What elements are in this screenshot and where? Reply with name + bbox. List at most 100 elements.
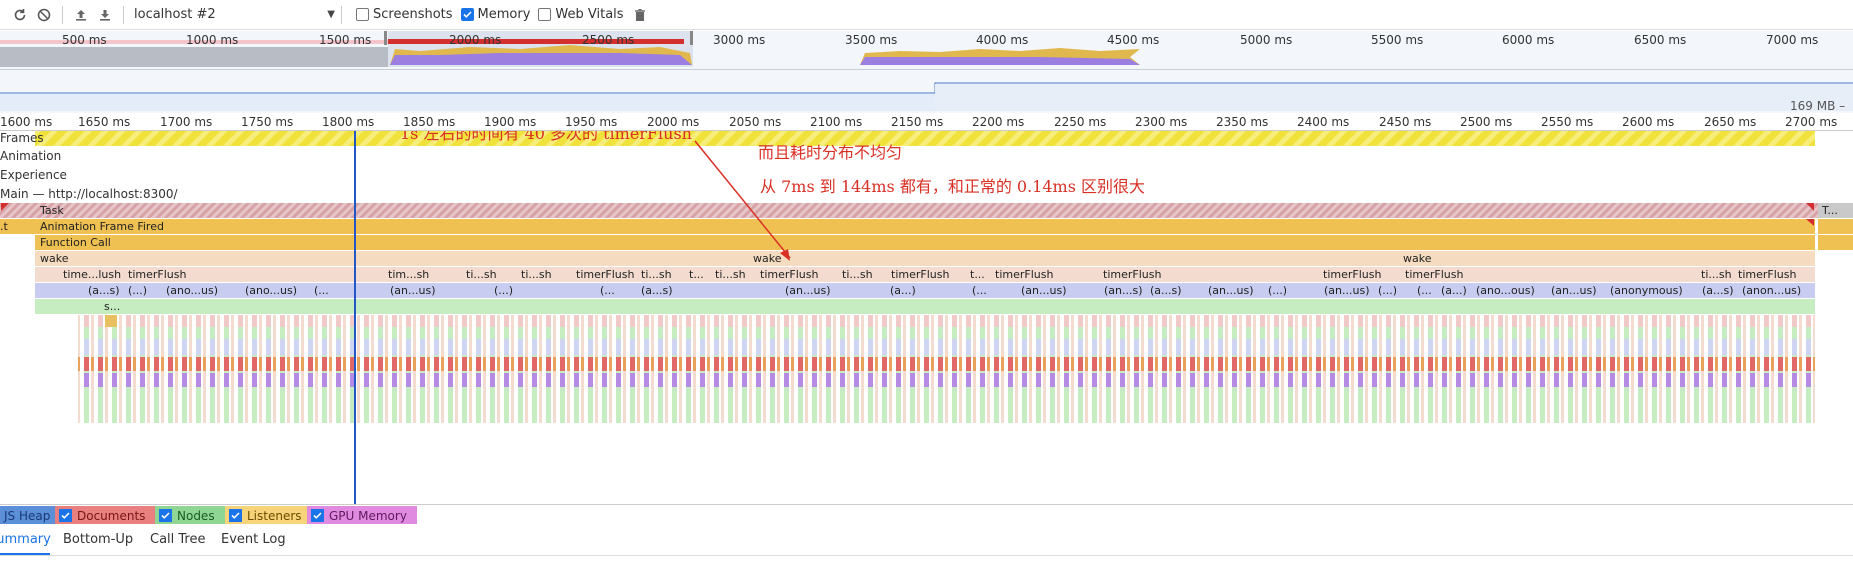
timer-flush-label[interactable]: timerFlush bbox=[760, 268, 819, 281]
experience-track-label[interactable]: Experience bbox=[0, 168, 67, 182]
call-label[interactable]: (an...us) bbox=[1208, 284, 1254, 297]
call-label[interactable]: (a...s) bbox=[1150, 284, 1182, 297]
call-label[interactable]: (a...) bbox=[890, 284, 916, 297]
call-label[interactable]: (... bbox=[314, 284, 329, 297]
download-profile-icon[interactable] bbox=[93, 3, 117, 27]
dropdown-arrow-icon: ▼ bbox=[327, 9, 335, 20]
time-ruler[interactable]: 1600 ms 1650 ms 1700 ms 1750 ms 1800 ms … bbox=[0, 113, 1853, 131]
garbage-collect-icon[interactable] bbox=[628, 3, 652, 27]
web-vitals-checkbox[interactable]: Web Vitals bbox=[538, 7, 624, 22]
tab-event-log[interactable]: Event Log bbox=[221, 532, 286, 547]
call-label[interactable]: (an...s) bbox=[1104, 284, 1143, 297]
call-label[interactable]: (a...s) bbox=[641, 284, 673, 297]
function-call-label[interactable]: Function Call bbox=[40, 236, 111, 249]
timer-flush-label[interactable]: timerFlush bbox=[576, 268, 635, 281]
checkbox-box[interactable] bbox=[59, 509, 72, 522]
checkbox-box[interactable] bbox=[159, 509, 172, 522]
timer-flush-label[interactable]: timerFlush bbox=[1323, 268, 1382, 281]
call-label[interactable]: (...) bbox=[1378, 284, 1398, 297]
checkbox-box[interactable] bbox=[311, 509, 324, 522]
checkbox-box[interactable] bbox=[356, 8, 369, 21]
ruler-tick: 2000 ms bbox=[647, 115, 700, 129]
call-label[interactable]: (a...) bbox=[1441, 284, 1467, 297]
tab-summary[interactable]: Summary bbox=[0, 532, 51, 547]
wake-label[interactable]: wake bbox=[753, 252, 782, 265]
timer-flush-label[interactable]: timerFlush bbox=[1405, 268, 1464, 281]
call-label[interactable]: (an...us) bbox=[390, 284, 436, 297]
toolbar-divider bbox=[123, 5, 124, 24]
timer-flush-label[interactable]: ti...sh bbox=[466, 268, 497, 281]
call-label[interactable]: (... bbox=[600, 284, 615, 297]
ruler-tick: 1950 ms bbox=[565, 115, 618, 129]
call-label[interactable]: (...) bbox=[1268, 284, 1288, 297]
clear-icon[interactable] bbox=[32, 3, 56, 27]
call-label[interactable]: (an...us) bbox=[1551, 284, 1597, 297]
main-track-label[interactable]: Main — http://localhost:8300/ bbox=[0, 187, 178, 201]
timer-flush-label[interactable]: timerFlush bbox=[1103, 268, 1162, 281]
animation-frame-label[interactable]: Animation Frame Fired bbox=[40, 220, 164, 233]
timer-flush-label[interactable]: timerFlush bbox=[1738, 268, 1797, 281]
wake-label[interactable]: wake bbox=[40, 252, 69, 265]
ruler-tick: 2200 ms bbox=[972, 115, 1025, 129]
task-event-label[interactable]: Task bbox=[40, 204, 64, 217]
timer-flush-label[interactable]: ti...sh bbox=[715, 268, 746, 281]
timer-flush-label[interactable]: timerFlush bbox=[128, 268, 187, 281]
timer-flush-label[interactable]: ti...sh bbox=[842, 268, 873, 281]
profile-select[interactable]: localhost #2 ▼ bbox=[130, 4, 335, 26]
call-label[interactable]: (...) bbox=[494, 284, 514, 297]
legend-listeners[interactable]: Listeners bbox=[225, 506, 310, 525]
timer-flush-label[interactable]: ti...sh bbox=[1701, 268, 1732, 281]
memory-counters-legend: JS Heap Documents Nodes Listeners GPU Me… bbox=[0, 504, 1853, 525]
call-label[interactable]: (an...us) bbox=[785, 284, 831, 297]
animation-frame-label[interactable]: .t bbox=[0, 220, 8, 233]
flame-chart[interactable]: Frames Animation Experience Main — http:… bbox=[0, 131, 1853, 504]
legend-js-heap[interactable]: JS Heap bbox=[0, 506, 55, 525]
timer-flush-label[interactable]: tim...sh bbox=[388, 268, 430, 281]
timer-flush-label[interactable]: ti...sh bbox=[641, 268, 672, 281]
timeline-overview[interactable]: 500 ms 1000 ms 1500 ms 2000 ms 2500 ms 3… bbox=[0, 31, 1853, 127]
timer-flush-label[interactable]: t... bbox=[970, 268, 985, 281]
screenshots-checkbox[interactable]: Screenshots bbox=[356, 7, 453, 22]
call-label[interactable]: (ano...us) bbox=[166, 284, 219, 297]
checkbox-box[interactable] bbox=[460, 8, 474, 21]
call-label[interactable]: (a...s) bbox=[88, 284, 120, 297]
timer-flush-label[interactable]: timerFlush bbox=[891, 268, 950, 281]
call-label[interactable]: (an...us) bbox=[1324, 284, 1370, 297]
call-label[interactable]: s... bbox=[104, 300, 121, 313]
memory-checkbox[interactable]: Memory bbox=[460, 7, 530, 22]
timer-flush-label[interactable]: timerFlush bbox=[995, 268, 1054, 281]
ruler-tick: 1700 ms bbox=[160, 115, 213, 129]
timer-flush-label[interactable]: t... bbox=[689, 268, 704, 281]
overview-tick: 1000 ms bbox=[186, 33, 239, 47]
checkbox-box[interactable] bbox=[538, 8, 552, 21]
overview-tick: 6500 ms bbox=[1634, 33, 1687, 47]
animation-track-label[interactable]: Animation bbox=[0, 149, 62, 163]
checkbox-box[interactable] bbox=[229, 509, 242, 522]
legend-gpu-memory[interactable]: GPU Memory bbox=[307, 506, 417, 525]
call-label[interactable]: (ano...us) bbox=[245, 284, 298, 297]
legend-documents[interactable]: Documents bbox=[55, 506, 155, 525]
ruler-tick: 1800 ms bbox=[322, 115, 375, 129]
call-label[interactable]: (... bbox=[972, 284, 987, 297]
call-label[interactable]: (ano...ous) bbox=[1476, 284, 1535, 297]
frames-track-label[interactable]: Frames bbox=[0, 131, 44, 145]
tab-bottom-up[interactable]: Bottom-Up bbox=[63, 532, 134, 547]
task-event-label[interactable]: T... bbox=[1822, 204, 1838, 217]
call-label[interactable]: (a...s) bbox=[1702, 284, 1734, 297]
call-label[interactable]: (... bbox=[1417, 284, 1432, 297]
call-label[interactable]: (an...us) bbox=[1021, 284, 1067, 297]
call-label[interactable]: (anonymous) bbox=[1610, 284, 1683, 297]
tab-call-tree[interactable]: Call Tree bbox=[150, 532, 206, 547]
legend-nodes[interactable]: Nodes bbox=[155, 506, 234, 525]
call-label[interactable]: (anon...us) bbox=[1742, 284, 1802, 297]
reload-record-icon[interactable] bbox=[8, 3, 32, 27]
overview-tick: 1500 ms bbox=[319, 33, 372, 47]
ruler-tick: 2100 ms bbox=[810, 115, 863, 129]
timer-flush-label[interactable]: time...lush bbox=[63, 268, 122, 281]
timer-flush-label[interactable]: ti...sh bbox=[521, 268, 552, 281]
annotation-text: 而且耗时分布不均匀 bbox=[758, 143, 903, 162]
upload-profile-icon[interactable] bbox=[69, 3, 93, 27]
call-label[interactable]: (...) bbox=[128, 284, 148, 297]
annotation-text: 1s 左右的时间有 40 多次的 timerFlush bbox=[400, 131, 692, 143]
wake-label[interactable]: wake bbox=[1403, 252, 1432, 265]
